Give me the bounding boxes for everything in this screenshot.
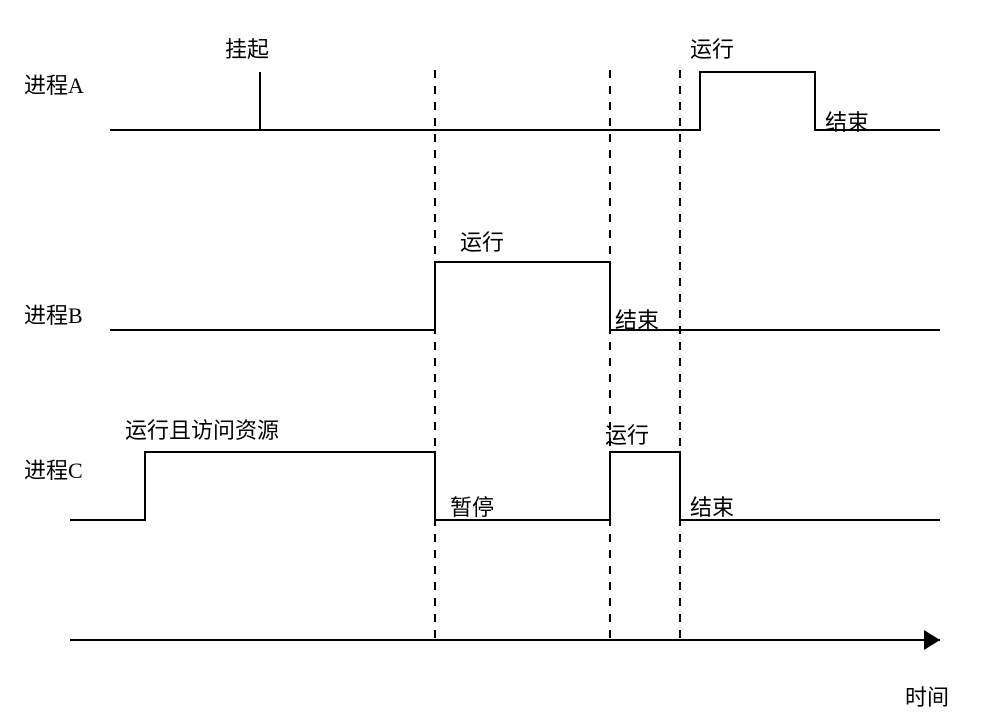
annotation: 结束 — [615, 303, 659, 335]
annotation: 运行 — [690, 32, 734, 64]
axis-label: 时间 — [905, 680, 949, 712]
annotation: 结束 — [690, 490, 734, 522]
annotation: 暂停 — [450, 490, 494, 522]
annotation: 运行 — [605, 418, 649, 450]
annotation: 结束 — [825, 105, 869, 137]
process-C-label: 进程C — [24, 453, 83, 485]
annotation: 运行 — [460, 225, 504, 257]
annotation: 运行且访问资源 — [125, 413, 279, 445]
timing-diagram: 进程A挂起运行结束进程B运行结束进程C运行且访问资源暂停运行结束时间 — [0, 0, 1000, 727]
process-B-label: 进程B — [24, 298, 83, 330]
process-A-label: 进程A — [24, 68, 84, 100]
annotation: 挂起 — [225, 32, 269, 64]
